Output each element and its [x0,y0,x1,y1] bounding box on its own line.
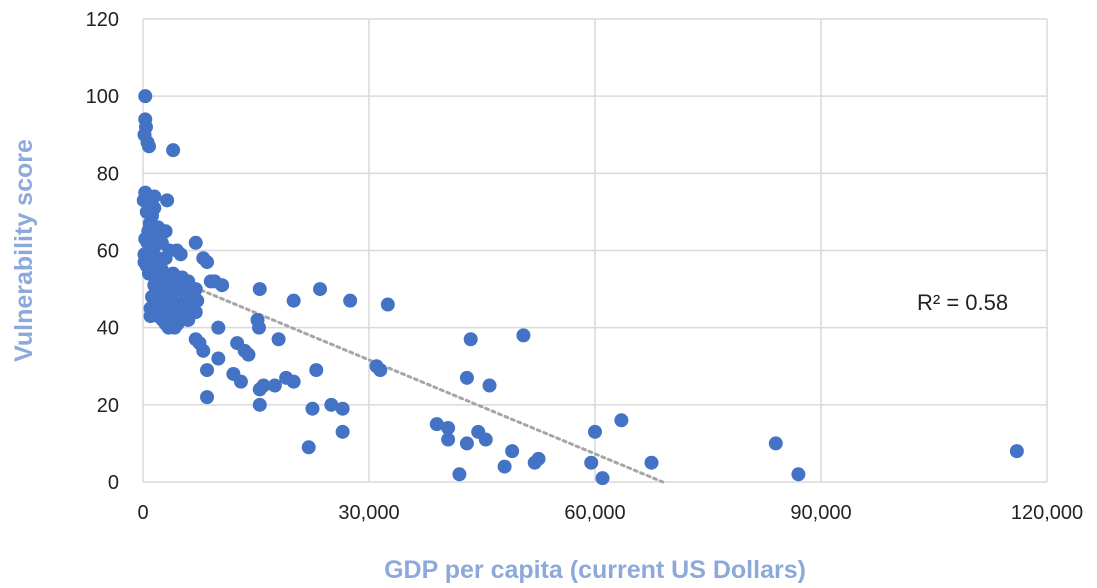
data-point [271,332,286,347]
data-point [252,320,267,335]
x-tick-label: 60,000 [564,502,625,524]
y-tick-label: 40 [97,318,119,340]
data-point [286,293,301,308]
data-point [301,440,316,455]
data-point [252,282,267,297]
data-point [211,320,226,335]
data-point [142,139,157,154]
y-tick-label: 0 [108,472,119,494]
data-point [505,444,520,459]
r-squared-annotation: R² = 0.58 [917,290,1008,315]
x-tick-label: 90,000 [790,502,851,524]
data-point [429,417,444,432]
data-point [279,370,294,385]
data-point [305,401,320,416]
data-point [313,282,328,297]
data-point [497,459,512,474]
data-point [452,467,467,482]
data-point [335,424,350,439]
data-point [267,378,282,393]
data-point [595,471,610,486]
data-point [335,401,350,416]
data-point [343,293,358,308]
data-point [309,363,324,378]
data-point [516,328,531,343]
data-point [158,224,173,239]
data-point [241,347,256,362]
data-point [167,320,182,335]
data-point [380,297,395,312]
data-point [173,247,188,262]
data-point [166,143,181,158]
y-tick-label: 20 [97,395,119,417]
y-axis-ticks: 0 20 40 60 80 100 120 [86,9,119,494]
data-point [200,255,215,270]
data-point [211,351,226,366]
data-point [768,436,783,451]
y-tick-label: 100 [86,86,119,108]
data-point [478,432,493,447]
grid-lines [142,18,1048,483]
data-point [441,432,456,447]
x-axis-title: GDP per capita (current US Dollars) [384,556,806,584]
data-point [614,413,629,428]
data-point [147,278,162,293]
x-axis-ticks: 0 30,000 60,000 90,000 120,000 [137,502,1083,524]
data-point [324,397,339,412]
y-tick-label: 80 [97,163,119,185]
data-point [252,382,267,397]
y-tick-label: 60 [97,241,119,263]
data-point [584,455,599,470]
data-point [644,455,659,470]
data-points [136,89,1024,486]
data-point [369,359,384,374]
x-tick-label: 120,000 [1011,502,1083,524]
data-point [158,251,173,266]
data-point [482,378,497,393]
data-point [588,424,602,439]
y-axis-title: Vulnerability score [10,139,38,362]
data-point [138,89,153,104]
x-tick-label: 0 [137,502,148,524]
data-point [215,278,230,293]
data-point [200,363,215,378]
data-point [181,312,196,327]
data-point [527,455,542,470]
data-point [463,332,478,347]
data-point [441,420,456,435]
data-point [791,467,806,482]
data-point [459,370,474,385]
data-point [200,390,215,405]
data-point [160,193,175,208]
data-point [1009,444,1024,459]
data-point [143,309,158,324]
data-point [196,343,211,358]
trendline-group [141,264,665,484]
data-point [233,374,248,389]
data-point [188,235,203,250]
data-point [252,397,267,412]
x-tick-label: 30,000 [338,502,399,524]
data-point [459,436,474,451]
trendline [141,264,665,484]
y-tick-label: 120 [86,9,119,31]
